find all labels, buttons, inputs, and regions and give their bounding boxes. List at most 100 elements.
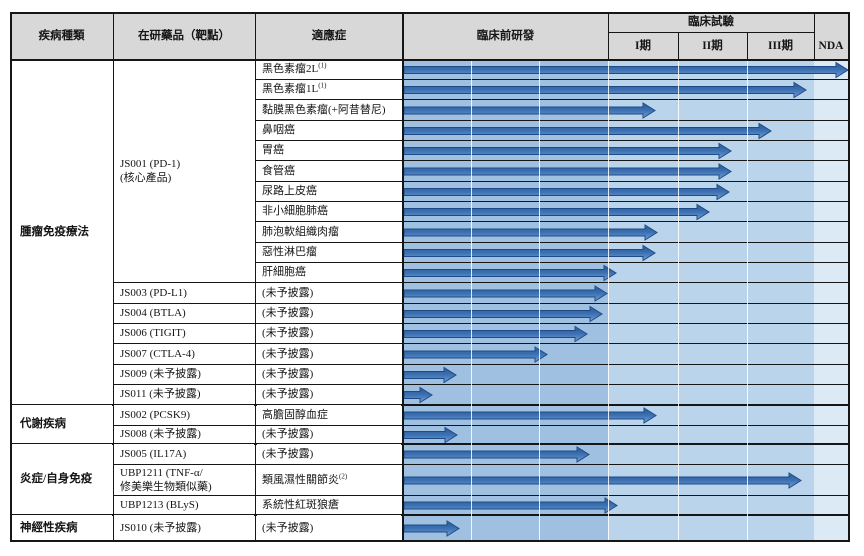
phase-gridline [608, 60, 609, 542]
header-drug-label: 在研藥品（靶點） [138, 29, 230, 42]
drug-name: JS007 (CTLA-4) [120, 347, 195, 360]
progress-arrow [404, 472, 802, 489]
drug-row-line [113, 282, 848, 283]
progress-arrow [404, 305, 603, 323]
drug-name: JS010 (未予披露) [120, 521, 201, 534]
indication-cell: (未予披露) [257, 304, 401, 324]
drug-cell: JS003 (PD-L1) [114, 283, 254, 304]
drug-name: JS006 (TIGIT) [120, 327, 186, 340]
drug-row-line [113, 323, 848, 324]
header-bottom-border [10, 59, 850, 61]
indication-cell: 胃癌 [257, 141, 401, 161]
drug-name: JS004 (BTLA) [120, 307, 186, 320]
header-phase3-label: III期 [768, 39, 793, 52]
phase-gridline [471, 60, 472, 542]
indication-row-line [255, 201, 848, 202]
indication-label: (未予披露) [262, 368, 314, 381]
indication-cell: (未予披露) [257, 444, 401, 465]
progress-arrow [404, 203, 710, 221]
progress-arrow [404, 446, 590, 463]
drug-cell: JS001 (PD-1) (核心產品) [114, 60, 254, 283]
drug-cell: UBP1211 (TNF-α/修美樂生物類似藥) [114, 465, 254, 496]
disease-group-label: 代謝疾病 [20, 418, 66, 431]
header-phase3: III期 [747, 32, 814, 60]
drug-cell: UBP1213 (BLyS) [114, 496, 254, 515]
drug-name: JS005 (IL17A) [120, 447, 187, 460]
indication-cell: (未予披露) [257, 365, 401, 385]
indication-row-line [255, 262, 848, 263]
drug-cell: JS004 (BTLA) [114, 304, 254, 324]
header-nda: NDA [814, 32, 848, 60]
drug-name: UBP1213 (BLyS) [120, 498, 199, 511]
v-line-col2 [255, 12, 256, 542]
indication-label: (未予披露) [262, 286, 314, 299]
header-phase1-label: I期 [635, 39, 651, 52]
v-line-phase2-3 [747, 32, 748, 60]
indication-row-line [255, 221, 848, 222]
indication-label: 高膽固醇血症 [262, 408, 328, 421]
indication-cell: 肺泡軟組織肉瘤 [257, 222, 401, 243]
indication-cell: 食管癌 [257, 161, 401, 182]
progress-arrow [404, 285, 608, 302]
indication-cell: 鼻咽癌 [257, 121, 401, 141]
drug-row-line [113, 464, 848, 465]
indication-cell: 黑色素瘤1L(1) [257, 80, 401, 100]
header-preclinical-label: 臨床前研發 [476, 29, 535, 42]
indication-cell: 尿路上皮癌 [257, 182, 401, 202]
header-phase1: I期 [608, 32, 678, 60]
header-phase2-label: II期 [702, 39, 723, 52]
indication-label: 黑色素瘤1L(1) [262, 81, 327, 96]
drug-cell: JS002 (PCSK9) [114, 405, 254, 426]
indication-label: 黏膜黑色素瘤(+阿昔替尼) [262, 103, 386, 116]
indication-cell: (未予披露) [257, 344, 401, 365]
progress-arrow [404, 183, 730, 201]
drug-row-line [113, 343, 848, 344]
progress-arrow [404, 407, 657, 424]
table-top-border [10, 12, 850, 14]
indication-footnote-marker: (2) [339, 471, 348, 480]
indication-label: 肺泡軟組織肉瘤 [262, 225, 339, 238]
progress-arrow [404, 325, 588, 343]
indication-label: 食管癌 [262, 164, 295, 177]
indication-label: (未予披露) [262, 307, 314, 320]
progress-arrow [404, 142, 732, 160]
indication-footnote-marker: (1) [318, 61, 327, 70]
header-clinical-trials: 臨床試驗 [608, 12, 814, 32]
header-disease-label: 疾病種類 [38, 29, 85, 42]
indication-row-line [255, 99, 848, 100]
v-line-phase1-2 [678, 32, 679, 60]
drug-name: JS001 (PD-1) [120, 157, 181, 170]
header-indication: 適應症 [255, 12, 403, 60]
drug-row-line [113, 364, 848, 365]
progress-arrow [404, 163, 732, 180]
indication-row-line [255, 79, 848, 80]
header-disease: 疾病種類 [10, 12, 113, 60]
drug-name: JS002 (PCSK9) [120, 408, 190, 421]
progress-arrow [404, 386, 433, 404]
v-line-nda-header [814, 12, 815, 60]
progress-arrow [404, 61, 849, 79]
header-phase2: II期 [678, 32, 747, 60]
indication-cell: 高膽固醇血症 [257, 405, 401, 426]
indication-label: 惡性淋巴瘤 [262, 246, 317, 259]
drug-name: JS009 (未予披露) [120, 368, 201, 381]
drug-cell: JS007 (CTLA-4) [114, 344, 254, 365]
drug-note: 修美樂生物類似藥) [120, 480, 212, 493]
disease-group-cell: 神經性疾病 [12, 515, 112, 542]
drug-cell: JS009 (未予披露) [114, 365, 254, 385]
indication-footnote-marker: (1) [318, 81, 327, 90]
phase-gridline [747, 60, 748, 542]
indication-label: 尿路上皮癌 [262, 185, 317, 198]
indication-label: (未予披露) [262, 521, 314, 534]
drug-row-line [113, 425, 848, 426]
indication-label: 系統性紅斑狼瘡 [262, 498, 339, 511]
progress-arrow [404, 520, 460, 537]
drug-cell: JS006 (TIGIT) [114, 324, 254, 344]
phase-gridline [539, 60, 540, 542]
indication-row-line [255, 181, 848, 182]
drug-name: UBP1211 (TNF-α/ [120, 466, 203, 479]
header-drug: 在研藥品（靶點） [113, 12, 255, 60]
indication-cell: 類風濕性關節炎(2) [257, 465, 401, 496]
drug-row-line [113, 303, 848, 304]
